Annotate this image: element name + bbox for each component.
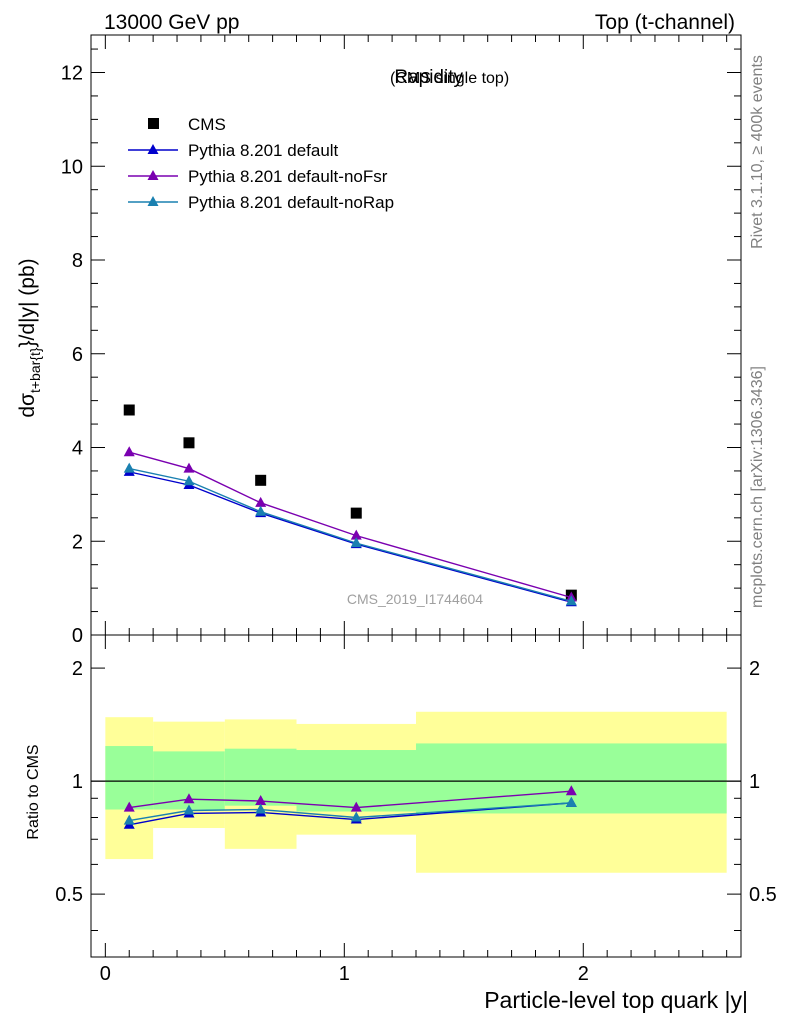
y-label-suffix: }/d|y| (pb) <box>16 258 39 347</box>
plot-subtitle: (CMS single top) <box>390 70 509 87</box>
pythia-8-201-default-norap-ratio-point <box>123 814 135 825</box>
pythia-8-201-default-norap-ratio-point <box>255 803 267 814</box>
pythia-8-201-default-norap-point <box>183 475 195 486</box>
main-y-tick-label: 12 <box>61 63 83 85</box>
pythia-8-201-default-norap-line <box>129 467 572 602</box>
inner-uncertainty-band <box>105 746 154 810</box>
pythia-8-201-default-nofsr-point <box>255 496 267 507</box>
pythia-8-201-default-nofsr-legend-label: Pythia 8.201 default-noFsr <box>188 167 388 186</box>
main-y-axis-label: dσt+bar{t}}/d|y| (pb) <box>16 258 43 417</box>
pythia-8-201-default-nofsr-point <box>183 462 195 473</box>
pythia-8-201-default-legend-marker <box>147 144 159 154</box>
cms-point <box>350 507 362 519</box>
mcplots-side-label: mcplots.cern.ch [arXiv:1306.3436] <box>749 366 766 608</box>
pythia-8-201-default-norap-legend-label: Pythia 8.201 default-noRap <box>188 193 394 212</box>
main-y-tick-label: 6 <box>72 344 83 366</box>
ratio-y-tick-label-right: 0.5 <box>749 884 777 906</box>
main-panel: 0 2 4 6 8 10 12 Rapidity (CMS single top) CMS_… <box>16 34 742 647</box>
main-y-tick-label: 4 <box>72 438 83 460</box>
header-process-label: Top (t-channel) <box>595 11 735 34</box>
pythia-8-201-default-nofsr-ratio-point <box>255 795 267 806</box>
pythia-8-201-default-norap-point <box>565 595 577 606</box>
pythia-8-201-default-norap-legend-marker <box>147 196 159 206</box>
header-energy-label: 13000 GeV pp <box>104 11 239 34</box>
cms-point <box>183 437 195 449</box>
pythia-8-201-default-legend-label: Pythia 8.201 default <box>188 141 339 160</box>
pythia-8-201-default-norap-ratio-point <box>350 811 362 822</box>
cms-point <box>123 404 135 416</box>
pythia-8-201-default-norap-point <box>255 505 267 516</box>
main-y-tick-label: 2 <box>72 531 83 553</box>
y-label-prefix: dσ <box>16 393 39 418</box>
pythia-8-201-default-nofsr-point <box>123 446 135 457</box>
ratio-y-tick-label-right: 2 <box>749 658 760 680</box>
ratio-y-tick-label: 2 <box>72 658 83 680</box>
x-tick-label: 0 <box>100 963 111 985</box>
main-y-tick-label: 8 <box>72 250 83 272</box>
pythia-8-201-default-norap-point <box>350 537 362 548</box>
pythia-8-201-default-nofsr-ratio-point <box>565 785 577 796</box>
main-y-tick-label: 10 <box>61 156 83 178</box>
ratio-y-axis-label: Ratio to CMS <box>25 744 42 839</box>
rivet-side-label: Rivet 3.1.10, ≥ 400k events <box>749 55 766 249</box>
x-tick-label: 2 <box>578 963 589 985</box>
cms-legend-label: CMS <box>188 115 226 134</box>
cms-point <box>255 474 267 486</box>
ratio-y-tick-label: 0.5 <box>55 884 83 906</box>
plot-title: Rapidity <box>394 67 463 88</box>
pythia-8-201-default-norap-ratio-point <box>565 796 577 807</box>
cms-legend-marker <box>148 118 159 129</box>
ratio-y-tick-label-right: 1 <box>749 771 760 793</box>
pythia-8-201-default-nofsr-ratio-point <box>350 801 362 812</box>
pythia-8-201-default-nofsr-point <box>350 529 362 540</box>
pythia-8-201-default-nofsr-legend-marker <box>147 170 159 180</box>
pythia-8-201-default-nofsr-ratio-point <box>183 793 195 804</box>
pythia-8-201-default-nofsr-ratio-point <box>123 801 135 812</box>
pythia-8-201-default-norap-ratio-point <box>183 804 195 815</box>
pythia-8-201-default-nofsr-line <box>129 451 572 599</box>
ratio-panel: 0.5 0.5 1 1 2 2 0 1 2 Ratio to CMS Particle-leve… <box>25 634 777 1013</box>
x-axis-label: Particle-level top quark |y| <box>484 987 748 1013</box>
main-y-tick-label: 0 <box>72 625 83 647</box>
y-label-subscript: t+bar{t} <box>27 347 43 393</box>
ratio-y-tick-label: 1 <box>72 771 83 793</box>
legend: CMS Pythia 8.201 default Pythia 8.201 defa… <box>128 115 394 212</box>
pythia-8-201-default-norap-point <box>123 462 135 473</box>
analysis-watermark: CMS_2019_I1744604 <box>347 591 483 607</box>
x-tick-label: 1 <box>339 963 350 985</box>
